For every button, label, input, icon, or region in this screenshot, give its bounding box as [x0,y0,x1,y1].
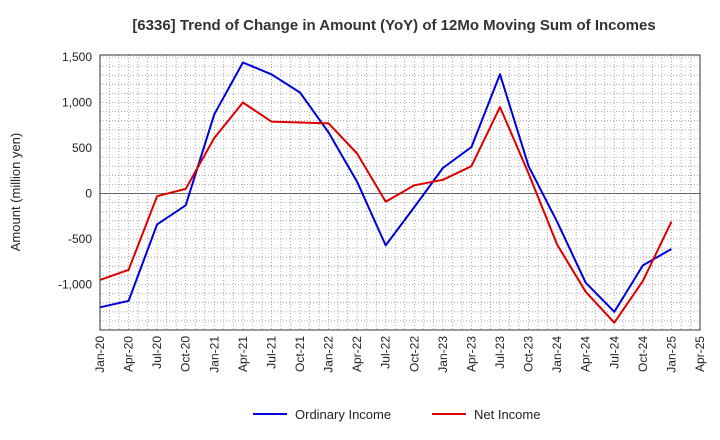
x-tick-labels: Jan-20 Apr-20 Jul-20 Oct-20 Jan-21 Apr-21 Jul-… [93,336,707,373]
x-tick-label: Jul-24 [607,336,621,369]
legend-label: Ordinary Income [295,407,391,422]
y-tick-label: -1,000 [58,278,92,292]
x-tick-label: Jul-20 [150,336,164,369]
x-tick-label: Oct-24 [636,336,650,372]
x-tick-label: Apr-24 [579,336,593,372]
x-tick-label: Apr-23 [464,336,478,372]
x-tick-label: Apr-20 [122,336,136,372]
y-tick-labels: 1,500 1,000 500 0 -500 -1,000 [58,50,92,292]
x-tick-label: Jul-22 [379,336,393,369]
x-tick-label: Jan-23 [436,336,450,373]
y-axis-label: Amount (million yen) [8,133,23,252]
x-tick-label: Oct-20 [179,336,193,372]
y-tick-label: 1,000 [62,96,92,110]
x-tick-label: Jan-24 [550,336,564,373]
x-tick-label: Jan-20 [93,336,107,373]
x-tick-label: Oct-22 [407,336,421,372]
chart-title: [6336] Trend of Change in Amount (YoY) o… [132,17,655,34]
x-tick-label: Apr-22 [350,336,364,372]
legend-label: Net Income [474,407,540,422]
x-tick-label: Apr-21 [236,336,250,372]
x-tick-label: Jan-21 [207,336,221,373]
y-tick-label: 1,500 [62,50,92,64]
y-tick-label: -500 [68,232,92,246]
plot-frame [99,54,701,331]
x-tick-label: Apr-25 [693,336,707,372]
x-tick-label: Oct-21 [293,336,307,372]
x-tick-label: Jan-25 [664,336,678,373]
x-tick-label: Oct-23 [522,336,536,372]
x-tick-label: Jul-23 [493,336,507,369]
series-line-ordinary-income [99,61,672,313]
series-layer [99,61,673,324]
x-tick-label: Jan-22 [322,336,336,373]
y-tick-label: 500 [72,141,92,155]
legend: Ordinary Income Net Income [253,407,540,422]
x-tick-label: Jul-21 [264,336,278,369]
y-tick-label: 0 [85,187,92,201]
series-line-net-income [99,101,673,324]
